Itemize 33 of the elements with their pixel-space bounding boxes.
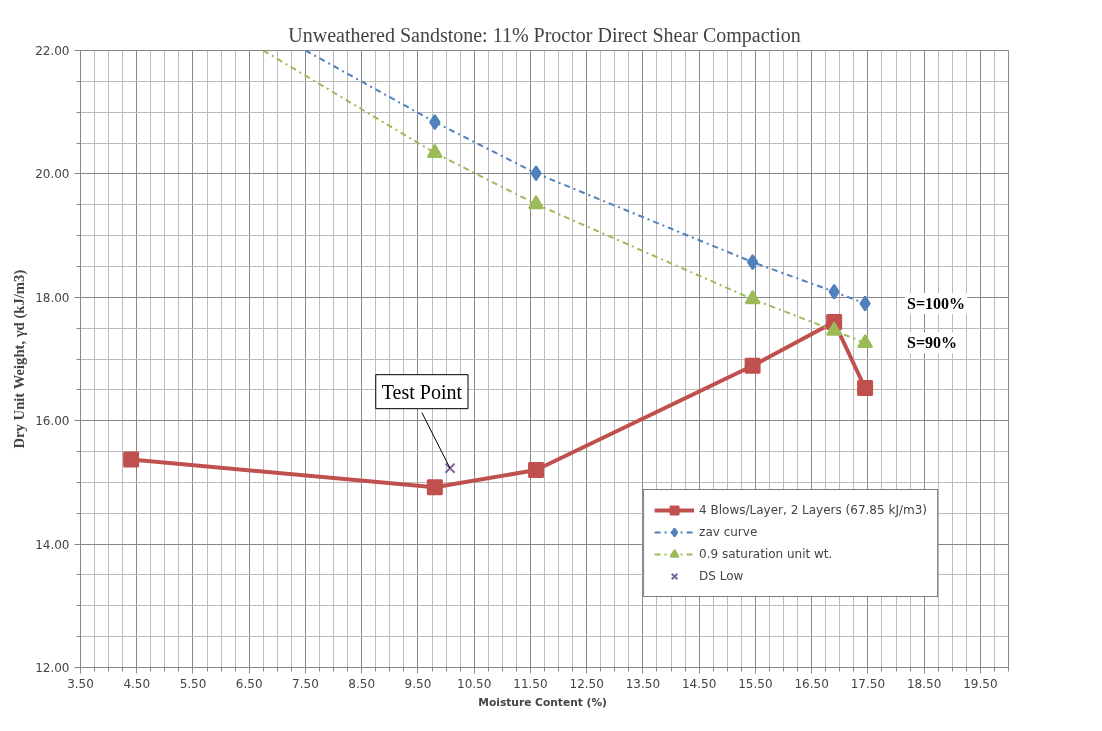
legend-label: zav curve bbox=[699, 525, 758, 539]
annotation: Test Point bbox=[381, 380, 463, 403]
x-tick-label: 19.50 bbox=[963, 676, 998, 691]
y-tick-label: 14.00 bbox=[35, 537, 70, 552]
x-tick-label: 11.50 bbox=[513, 676, 548, 691]
y-tick-label: 18.00 bbox=[35, 290, 70, 305]
chart-title: Unweathered Sandstone: 11% Proctor Direct Shear Compaction bbox=[288, 23, 801, 47]
x-tick-label: 14.50 bbox=[681, 676, 717, 691]
legend-label: 4 Blows/Layer, 2 Layers (67.85 kJ/m3) bbox=[699, 503, 927, 517]
x-tick-label: 10.50 bbox=[457, 676, 492, 691]
x-tick-label: 6.50 bbox=[235, 676, 263, 691]
annotation: S=90% bbox=[907, 334, 958, 352]
x-tick-label: 4.50 bbox=[123, 676, 151, 691]
x-tick-label: 12.50 bbox=[569, 676, 604, 691]
y-axis-title: Dry Unit Weight, γd (kJ/m3) bbox=[11, 269, 29, 449]
x-tick-label: 18.50 bbox=[906, 676, 942, 691]
x-tick-label: 5.50 bbox=[179, 676, 207, 691]
x-axis-title: Moisture Content (%) bbox=[478, 695, 607, 709]
x-tick-label: 13.50 bbox=[625, 676, 661, 691]
x-tick-label: 7.50 bbox=[292, 676, 319, 691]
x-tick-label: 15.50 bbox=[738, 676, 773, 691]
x-tick-label: 16.50 bbox=[794, 676, 829, 691]
legend-label: 0.9 saturation unit wt. bbox=[699, 547, 833, 561]
x-tick-label: 17.50 bbox=[850, 676, 886, 691]
y-tick-label: 22.00 bbox=[35, 44, 70, 58]
y-tick-label: 16.00 bbox=[35, 414, 70, 429]
x-tick-label: 8.50 bbox=[348, 676, 376, 691]
legend-label: DS Low bbox=[699, 569, 744, 583]
annotation: S=100% bbox=[907, 294, 966, 312]
x-tick-label: 3.50 bbox=[67, 676, 94, 691]
x-tick-label: 9.50 bbox=[404, 676, 432, 691]
y-tick-label: 12.00 bbox=[35, 661, 70, 675]
y-tick-label: 20.00 bbox=[35, 167, 70, 182]
